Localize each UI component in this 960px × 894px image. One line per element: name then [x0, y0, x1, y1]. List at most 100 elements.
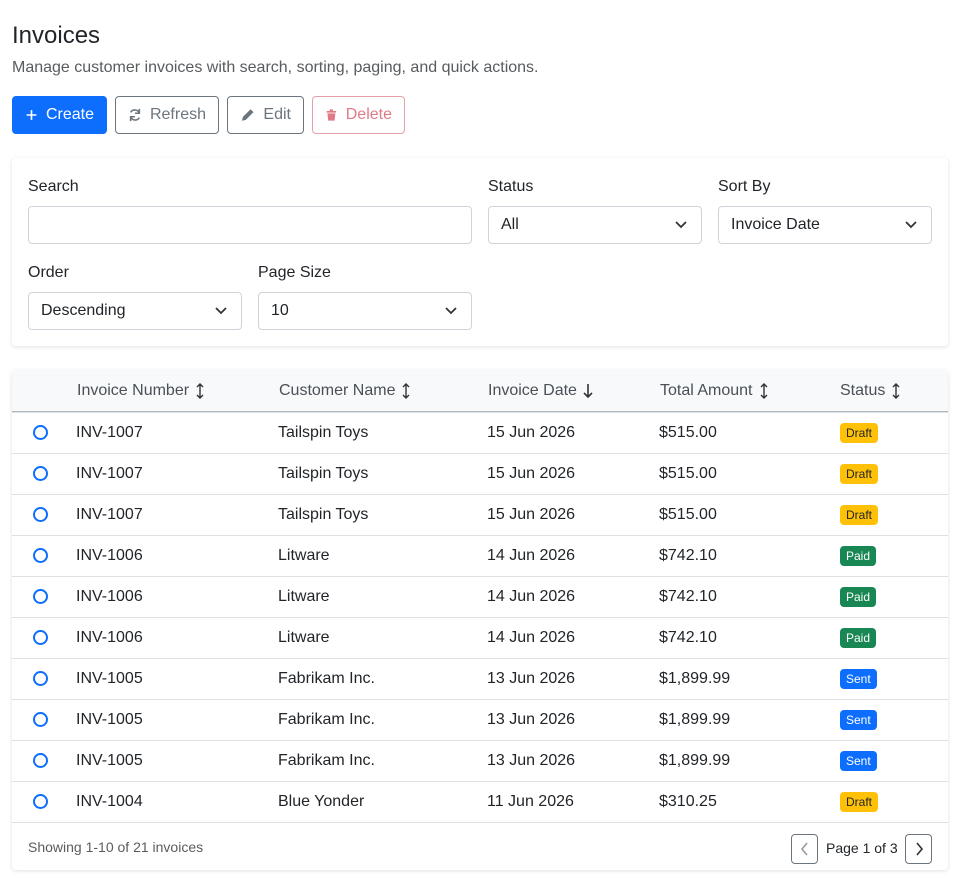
status-badge: Sent — [840, 710, 877, 730]
sort-icon — [892, 383, 900, 399]
label: Sort By — [718, 178, 771, 195]
column-title: Status — [840, 382, 886, 399]
status-badge: Draft — [840, 792, 879, 812]
row-select[interactable] — [33, 753, 48, 768]
cell-number: INV-1007 — [76, 506, 143, 523]
status-badge: Draft — [840, 505, 879, 525]
cell-date: 14 Jun 2026 — [487, 547, 576, 564]
table-header: Invoice Number Customer Name Invoice Date T… — [12, 370, 948, 412]
row-select[interactable] — [33, 630, 48, 645]
label: Search — [28, 178, 79, 195]
cell-number: INV-1006 — [76, 547, 143, 564]
cell-date: 13 Jun 2026 — [487, 752, 576, 769]
cell-customer: Tailspin Toys — [278, 465, 369, 482]
button-label: Edit — [263, 106, 291, 123]
cell-customer: Litware — [278, 547, 330, 564]
delete-button[interactable]: Delete — [312, 96, 405, 134]
status-badge: Paid — [840, 546, 877, 566]
search-input[interactable] — [28, 206, 472, 244]
cell-amount: $1,899.99 — [659, 752, 731, 769]
cell-amount: $742.10 — [659, 588, 717, 605]
cell-customer: Litware — [278, 588, 330, 605]
table-row[interactable]: INV-1007 Tailspin Toys 15 Jun 2026 $515.00 D… — [12, 412, 948, 453]
page-size-select[interactable]: 10 — [258, 292, 472, 330]
filter-card: Search Status All Sort By Invoice Date O… — [12, 158, 948, 346]
row-select[interactable] — [33, 425, 48, 440]
row-select[interactable] — [33, 671, 48, 686]
cell-amount: $515.00 — [659, 465, 717, 482]
cell-customer: Litware — [278, 629, 330, 646]
select-value: All — [501, 216, 519, 233]
cell-number: INV-1006 — [76, 629, 143, 646]
table-row[interactable]: INV-1007 Tailspin Toys 15 Jun 2026 $515.00 D… — [12, 453, 948, 494]
row-select[interactable] — [33, 794, 48, 809]
sort-icon — [402, 383, 410, 399]
prev-page[interactable] — [791, 834, 818, 864]
edit-button[interactable]: Edit — [227, 96, 304, 134]
table-row[interactable]: INV-1007 Tailspin Toys 15 Jun 2026 $515.00 D… — [12, 494, 948, 535]
table-row[interactable]: INV-1005 Fabrikam Inc. 13 Jun 2026 $1,899.9… — [12, 699, 948, 740]
cell-date: 14 Jun 2026 — [487, 588, 576, 605]
cell-date: 15 Jun 2026 — [487, 465, 576, 482]
button-label: Delete — [345, 106, 392, 123]
cell-customer: Fabrikam Inc. — [278, 752, 375, 769]
cell-amount: $1,899.99 — [659, 711, 731, 728]
button-label: Create — [45, 106, 94, 123]
status-badge: Paid — [840, 628, 877, 648]
row-select[interactable] — [33, 589, 48, 604]
status-badge: Draft — [840, 423, 879, 443]
refresh-button[interactable]: Refresh — [115, 96, 219, 134]
status-select[interactable]: All — [488, 206, 702, 244]
column-header[interactable]: Status — [840, 382, 901, 400]
status-badge: Draft — [840, 464, 879, 484]
order-select[interactable]: Descending — [28, 292, 242, 330]
status-badge: Sent — [840, 669, 877, 689]
cell-number: INV-1005 — [76, 711, 143, 728]
table-row[interactable]: INV-1004 Blue Yonder 11 Jun 2026 $310.25 Dra… — [12, 781, 948, 822]
cell-customer: Tailspin Toys — [278, 424, 369, 441]
table-row[interactable]: INV-1006 Litware 14 Jun 2026 $742.10 Paid — [12, 576, 948, 617]
table-row[interactable]: INV-1006 Litware 14 Jun 2026 $742.10 Paid — [12, 617, 948, 658]
cell-customer: Fabrikam Inc. — [278, 670, 375, 687]
row-select[interactable] — [33, 507, 48, 522]
column-header[interactable]: Invoice Date — [488, 382, 593, 400]
cell-number: INV-1006 — [76, 588, 143, 605]
table-row[interactable]: INV-1005 Fabrikam Inc. 13 Jun 2026 $1,899.9… — [12, 658, 948, 699]
sort-icon — [196, 383, 204, 399]
column-title: Total Amount — [660, 382, 753, 399]
select-value: Invoice Date — [731, 216, 820, 233]
label: Order — [28, 264, 69, 281]
summary: Showing 1-10 of 21 invoices — [28, 839, 204, 855]
cell-date: 14 Jun 2026 — [487, 629, 576, 646]
cell-date: 11 Jun 2026 — [487, 793, 574, 810]
column-header[interactable]: Total Amount — [660, 382, 769, 400]
row-select[interactable] — [33, 466, 48, 481]
sort-select[interactable]: Invoice Date — [718, 206, 932, 244]
page-title: Invoices — [12, 22, 101, 49]
row-select[interactable] — [33, 548, 48, 563]
next-page[interactable] — [905, 834, 932, 864]
column-title: Invoice Date — [488, 382, 577, 399]
cell-date: 15 Jun 2026 — [487, 506, 576, 523]
cell-amount: $515.00 — [659, 424, 717, 441]
cell-date: 15 Jun 2026 — [487, 424, 576, 441]
page-indicator: Page 1 of 3 — [826, 840, 898, 856]
status-badge: Paid — [840, 587, 877, 607]
cell-amount: $742.10 — [659, 547, 717, 564]
create-button[interactable]: Create — [12, 96, 107, 134]
column-header[interactable]: Customer Name — [279, 382, 411, 400]
table-row[interactable]: INV-1005 Fabrikam Inc. 13 Jun 2026 $1,899.9… — [12, 740, 948, 781]
cell-number: INV-1005 — [76, 670, 143, 687]
button-label: Refresh — [149, 106, 206, 123]
cell-amount: $515.00 — [659, 506, 717, 523]
row-select[interactable] — [33, 712, 48, 727]
column-header[interactable]: Invoice Number — [77, 382, 205, 400]
select-value: Descending — [41, 302, 126, 319]
cell-customer: Tailspin Toys — [278, 506, 369, 523]
select-value: 10 — [271, 302, 289, 319]
table-row[interactable]: INV-1006 Litware 14 Jun 2026 $742.10 Paid — [12, 535, 948, 576]
cell-number: INV-1004 — [76, 793, 143, 810]
sort-icon — [760, 383, 767, 399]
cell-date: 13 Jun 2026 — [487, 711, 576, 728]
